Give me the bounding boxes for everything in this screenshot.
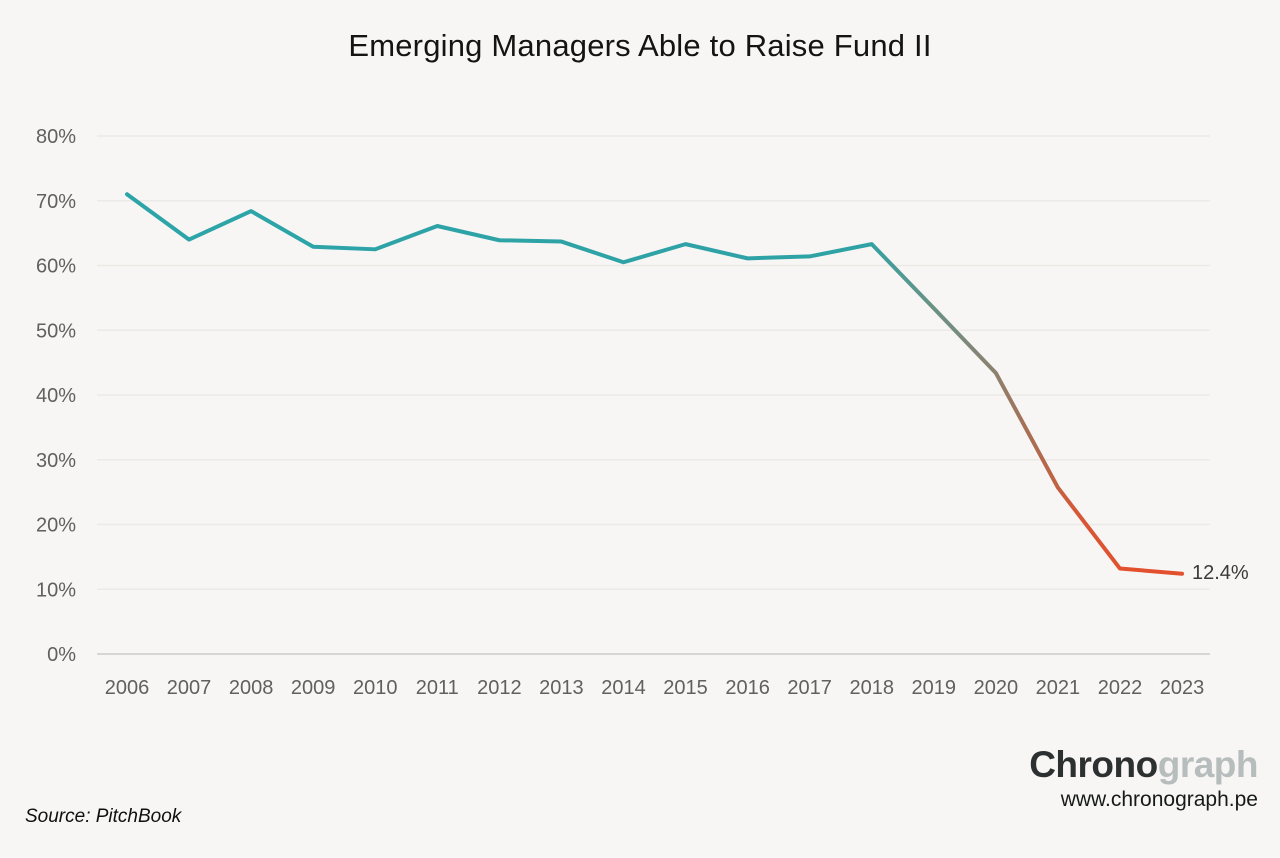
source-note: Source: PitchBook (25, 806, 182, 827)
y-tick-label: 40% (36, 385, 76, 407)
x-tick-label: 2006 (105, 677, 150, 699)
x-tick-label: 2023 (1160, 677, 1205, 699)
x-tick-label: 2007 (167, 677, 212, 699)
logo-text-primary: Chrono (1029, 744, 1158, 785)
data-series-line (125, 192, 1185, 576)
end-value-label: 12.4% (1192, 562, 1249, 584)
x-tick-label: 2021 (1036, 677, 1081, 699)
x-tick-label: 2016 (725, 677, 770, 699)
y-tick-label: 50% (36, 320, 76, 342)
chart-title: Emerging Managers Able to Raise Fund II (348, 28, 932, 63)
x-tick-label: 2011 (416, 677, 459, 699)
y-tick-label: 70% (36, 191, 76, 213)
y-tick-label: 20% (36, 515, 76, 537)
x-tick-label: 2017 (787, 677, 832, 699)
x-tick-label: 2012 (477, 677, 522, 699)
x-tick-label: 2015 (663, 677, 708, 699)
x-tick-label: 2010 (353, 677, 398, 699)
x-tick-label: 2009 (291, 677, 336, 699)
y-tick-label: 0% (47, 644, 76, 666)
x-tick-label: 2013 (539, 677, 584, 699)
x-tick-label: 2008 (229, 677, 274, 699)
y-tick-label: 60% (36, 256, 76, 278)
brand-block: Chronograph www.chronograph.pe (1029, 744, 1258, 812)
x-tick-label: 2020 (974, 677, 1019, 699)
chronograph-logo: Chronograph (1029, 744, 1258, 787)
x-tick-label: 2019 (912, 677, 957, 699)
y-tick-label: 30% (36, 450, 76, 472)
x-tick-label: 2018 (849, 677, 894, 699)
x-tick-label: 2022 (1098, 677, 1143, 699)
logo-url: www.chronograph.pe (1060, 787, 1258, 811)
y-tick-label: 80% (36, 126, 76, 148)
x-tick-label: 2014 (601, 677, 646, 699)
logo-text-secondary: graph (1157, 744, 1259, 785)
y-tick-label: 10% (36, 579, 76, 601)
